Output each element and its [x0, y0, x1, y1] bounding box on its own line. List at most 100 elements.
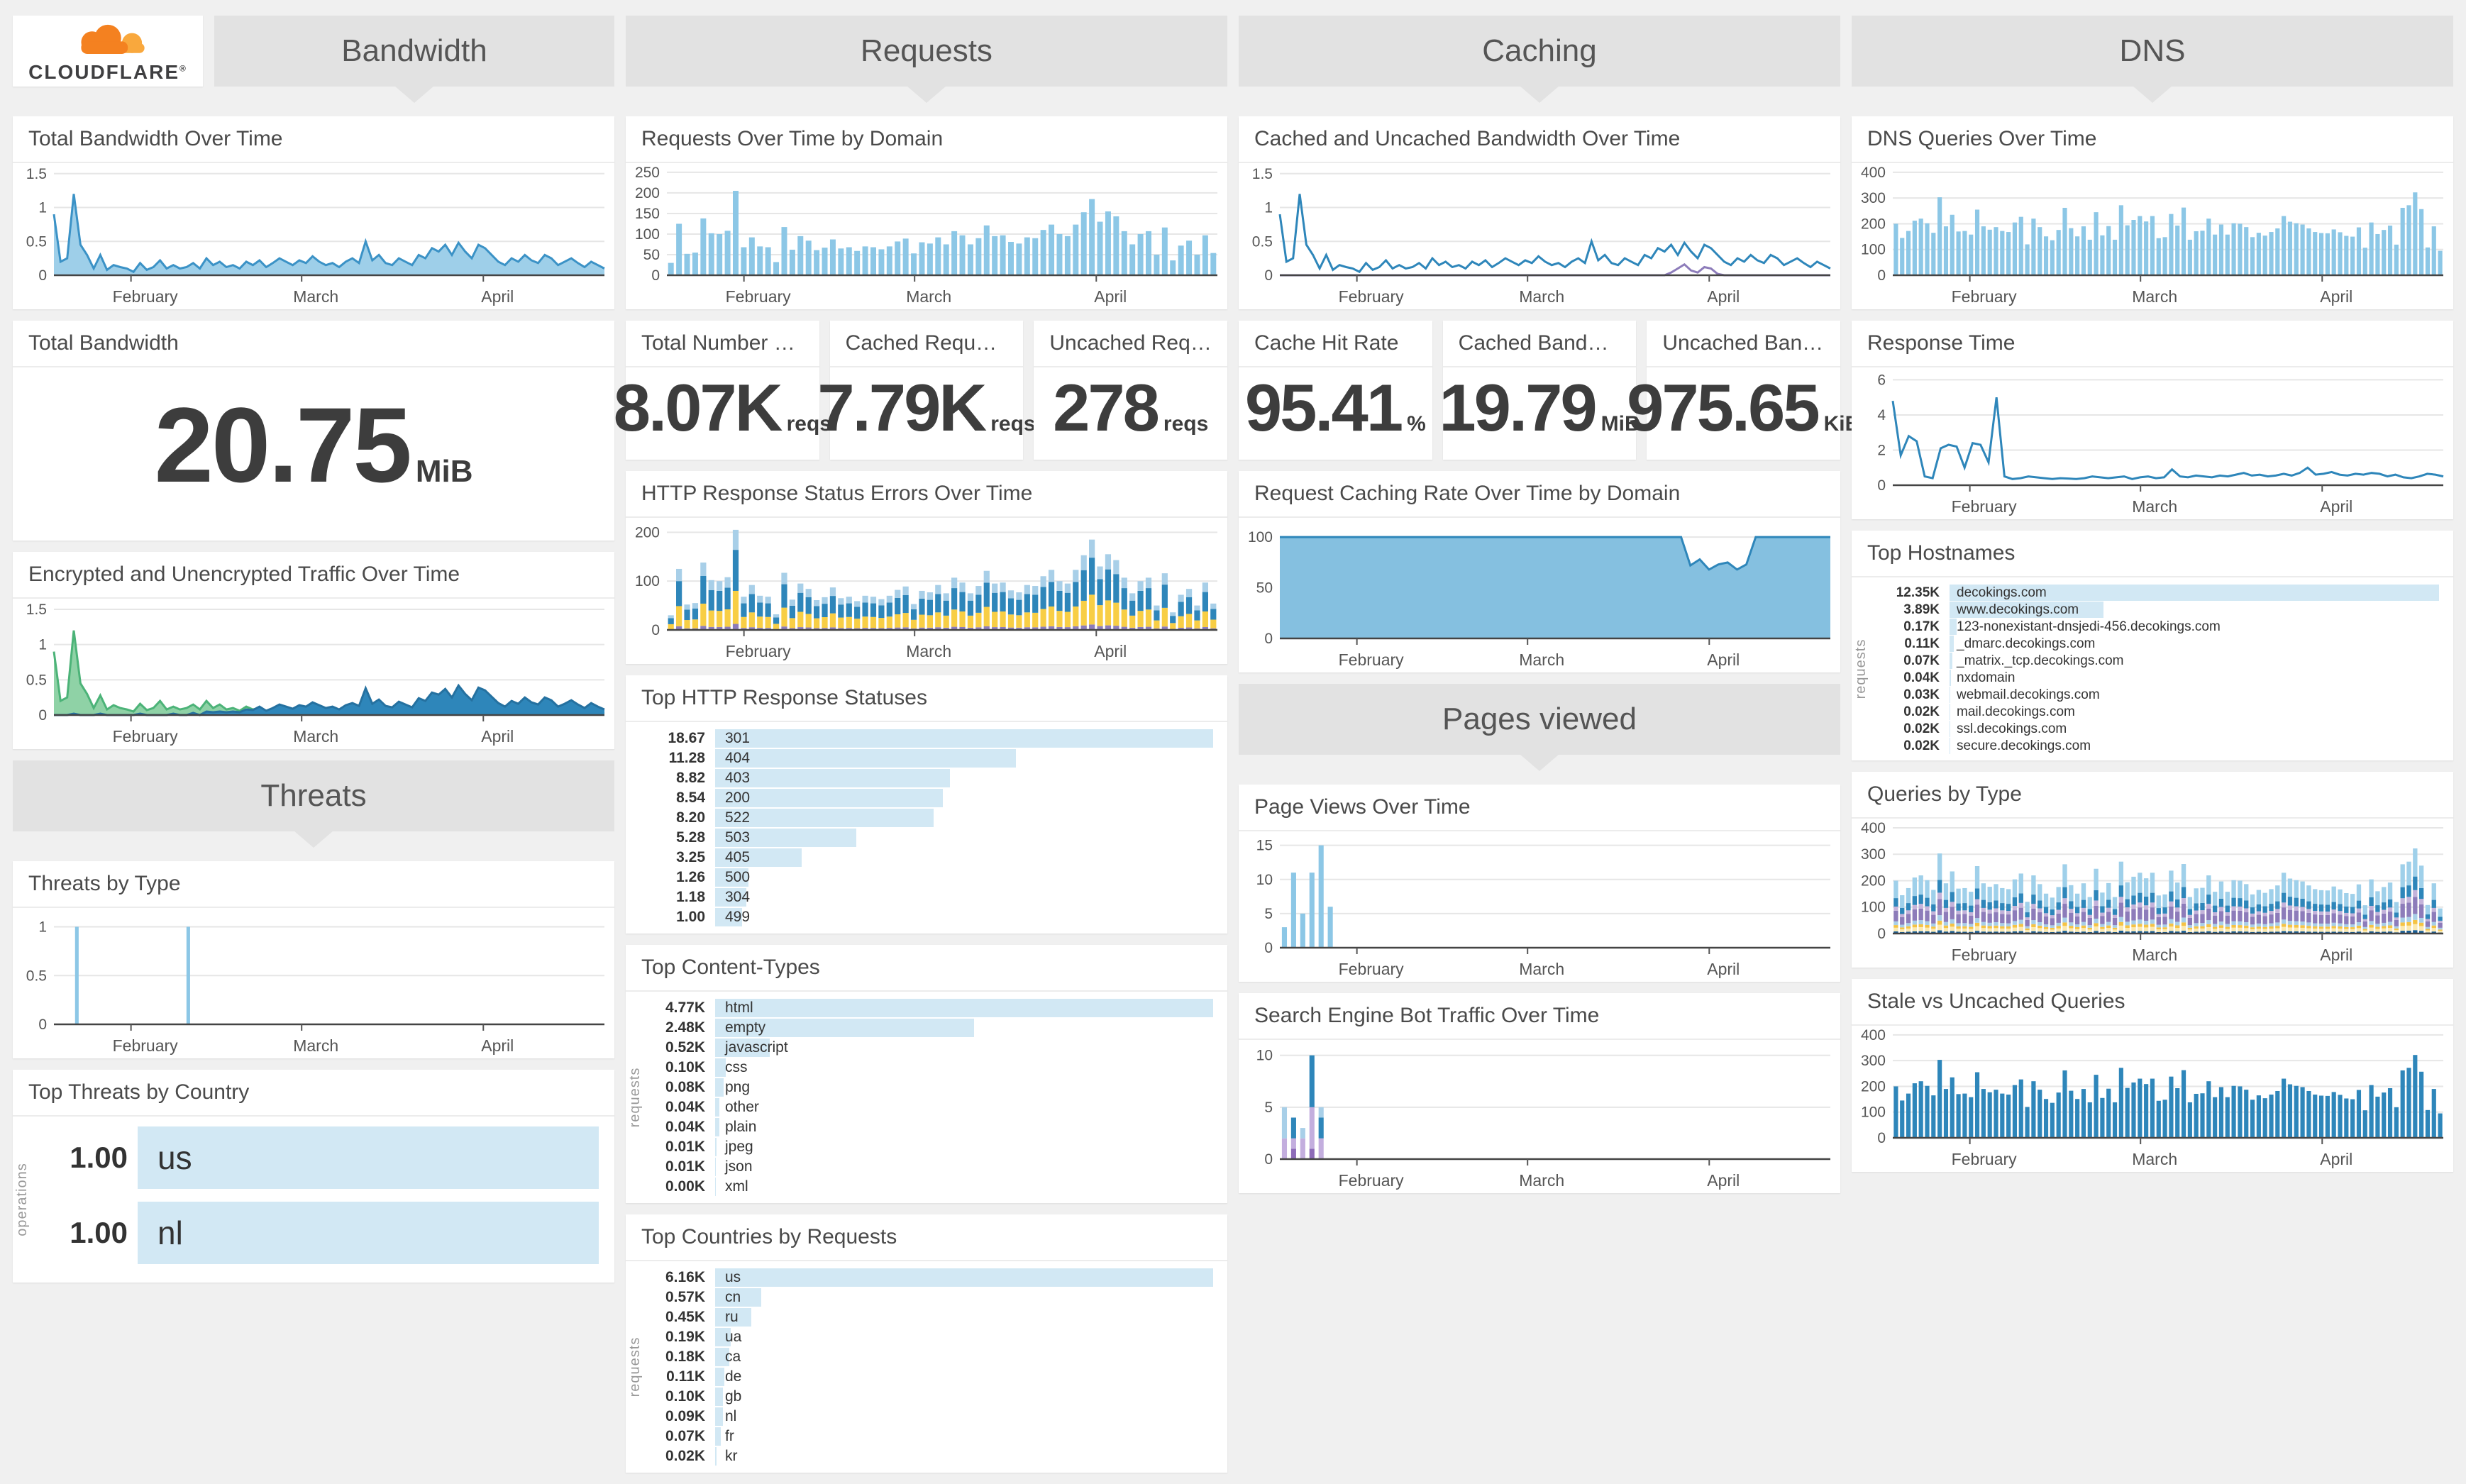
svg-text:100: 100	[1861, 1104, 1886, 1121]
svg-text:February: February	[1952, 1150, 2018, 1168]
list-row[interactable]: 1.18 304	[634, 888, 1213, 907]
list-row-value: 0.07K	[1903, 653, 1940, 668]
list-row[interactable]: 0.10K gb	[634, 1388, 1213, 1406]
top-threats-list: operations 1.00 us 1.00 nl	[13, 1117, 614, 1283]
list-row[interactable]: 0.02K mail.decokings.com	[1860, 704, 2439, 720]
list-row-bar	[715, 868, 749, 887]
list-row[interactable]: 0.04K plain	[634, 1118, 1213, 1136]
panel-queries-by-type: Queries by Type 0 100 200 300 400 February Mar…	[1852, 772, 2453, 968]
list-row[interactable]: 0.02K kr	[634, 1447, 1213, 1466]
panel-encrypted-traffic: Encrypted and Unencrypted Traffic Over T…	[13, 552, 614, 749]
list-row-label: de	[725, 1368, 742, 1385]
list-row[interactable]: 0.01K jpeg	[634, 1138, 1213, 1156]
list-row[interactable]: 8.54 200	[634, 789, 1213, 807]
section-header-label: Threats	[260, 778, 367, 813]
list-row[interactable]: 8.82 403	[634, 769, 1213, 787]
http-errors-chart[interactable]: 0 100 200 February March April	[626, 518, 1227, 664]
list-row[interactable]: 0.03K webmail.decokings.com	[1860, 687, 2439, 703]
svg-text:200: 200	[1861, 873, 1886, 889]
svg-text:200: 200	[635, 185, 660, 201]
svg-text:200: 200	[1861, 1078, 1886, 1095]
list-row[interactable]: 3.25 405	[634, 848, 1213, 867]
list-row[interactable]: 0.11K _dmarc.decokings.com	[1860, 636, 2439, 652]
list-row[interactable]: 12.35K decokings.com	[1860, 585, 2439, 601]
list-row[interactable]: 1.00 nl	[21, 1202, 599, 1264]
list-row-value: 0.10K	[665, 1388, 705, 1405]
list-row-label: cn	[725, 1289, 741, 1305]
panel-title: Total Bandwidth Over Time	[13, 116, 614, 163]
cloudflare-logo[interactable]: CLOUDFLARE®	[13, 16, 203, 87]
list-row[interactable]: 6.16K us	[634, 1268, 1213, 1287]
queries-by-type-chart[interactable]: 0 100 200 300 400 February March April	[1852, 819, 2453, 968]
svg-text:March: March	[1519, 287, 1564, 306]
list-row[interactable]: 0.19K ua	[634, 1328, 1213, 1346]
requests-over-time-chart[interactable]: 0 50 100 150 200 250 February March April	[626, 163, 1227, 309]
list-row[interactable]: 0.57K cn	[634, 1288, 1213, 1307]
section-header-label: Bandwidth	[341, 33, 487, 68]
panel-title: Top Threats by Country	[13, 1070, 614, 1117]
panel-title: Top Content-Types	[626, 945, 1227, 992]
list-row[interactable]: 1.26 500	[634, 868, 1213, 887]
response-time-chart[interactable]: 0 2 4 6 February March April	[1852, 367, 2453, 519]
list-row[interactable]: 8.20 522	[634, 809, 1213, 827]
cached-uncached-bandwidth-chart[interactable]: 0 0.5 1 1.5 February March April	[1239, 163, 1840, 309]
list-row[interactable]: 0.07K _matrix._tcp.decokings.com	[1860, 653, 2439, 669]
dns-queries-chart[interactable]: 0 100 200 300 400 February March April	[1852, 163, 2453, 309]
list-row[interactable]: 4.77K html	[634, 999, 1213, 1017]
list-row[interactable]: 0.17K 123-nonexistant-dnsjedi-456.decokin…	[1860, 619, 2439, 635]
list-row-value: 3.25	[676, 849, 705, 865]
list-row[interactable]: 3.89K www.decokings.com	[1860, 602, 2439, 618]
panel-title: Search Engine Bot Traffic Over Time	[1239, 993, 1840, 1040]
list-row[interactable]: 1.00 499	[634, 908, 1213, 926]
list-row[interactable]: 0.10K css	[634, 1058, 1213, 1077]
list-row-label: png	[725, 1079, 751, 1095]
search-bot-traffic-chart[interactable]: 0 5 10 February March April	[1239, 1040, 1840, 1193]
list-row-value: 8.54	[676, 790, 705, 806]
stat-value: 975.65	[1627, 370, 1820, 445]
svg-text:April: April	[1094, 287, 1127, 306]
list-row[interactable]: 0.45K ru	[634, 1308, 1213, 1327]
list-row[interactable]: 0.07K fr	[634, 1427, 1213, 1446]
list-row-value: 18.67	[668, 730, 705, 746]
svg-text:1: 1	[38, 200, 47, 216]
panel-dns-queries: DNS Queries Over Time 0 100 200 300 400 Febru…	[1852, 116, 2453, 309]
panel-request-caching-rate: Request Caching Rate Over Time by Domain…	[1239, 471, 1840, 672]
stale-uncached-queries-chart[interactable]: 0 100 200 300 400 February March April	[1852, 1026, 2453, 1172]
list-row[interactable]: 0.02K secure.decokings.com	[1860, 738, 2439, 754]
list-row[interactable]: 0.01K json	[634, 1158, 1213, 1176]
list-row[interactable]: 1.00 us	[21, 1126, 599, 1189]
list-row[interactable]: 0.18K ca	[634, 1348, 1213, 1366]
panel-title: Total Bandwidth	[13, 321, 614, 367]
list-row[interactable]: 0.09K nl	[634, 1407, 1213, 1426]
encrypted-traffic-chart[interactable]: 0 0.5 1 1.5 February March April	[13, 599, 614, 749]
requests-column: Requests Requests Over Time by Domain 0 5…	[614, 16, 1228, 1484]
svg-text:April: April	[1707, 650, 1740, 669]
svg-text:2: 2	[1877, 442, 1886, 458]
list-row[interactable]: 0.00K xml	[634, 1178, 1213, 1196]
list-row[interactable]: 0.04K nxdomain	[1860, 670, 2439, 686]
list-row[interactable]: 0.04K other	[634, 1098, 1213, 1117]
top-countries-list: requests 6.16K us 0.57K cn 0.45K ru 0.19K ua 0.18…	[626, 1261, 1227, 1473]
list-row-bar	[1950, 619, 1957, 635]
total-bandwidth-chart[interactable]: 0 0.5 1 1.5 February March April	[13, 163, 614, 309]
list-row[interactable]: 5.28 503	[634, 829, 1213, 847]
request-caching-rate-chart[interactable]: 0 50 100 February March April	[1239, 518, 1840, 672]
list-row[interactable]: 0.52K javascript	[634, 1039, 1213, 1057]
svg-text:100: 100	[1861, 899, 1886, 916]
list-row-bar	[715, 789, 943, 807]
list-row-bar	[715, 809, 934, 827]
stat-unit: reqs	[786, 412, 831, 436]
list-row[interactable]: 0.02K ssl.decokings.com	[1860, 721, 2439, 737]
list-row[interactable]: 0.11K de	[634, 1368, 1213, 1386]
list-row[interactable]: 2.48K empty	[634, 1019, 1213, 1037]
list-row[interactable]: 18.67 301	[634, 729, 1213, 748]
page-views-chart[interactable]: 0 5 10 15 February March April	[1239, 831, 1840, 982]
list-row[interactable]: 0.08K png	[634, 1078, 1213, 1097]
threats-by-type-chart[interactable]: 0 0.5 1 February March April	[13, 908, 614, 1058]
svg-text:10: 10	[1256, 872, 1273, 888]
list-row-value: 1.00	[70, 1141, 128, 1174]
list-row[interactable]: 11.28 404	[634, 749, 1213, 768]
list-row-label: _matrix._tcp.decokings.com	[1957, 653, 2124, 668]
svg-text:0: 0	[1264, 267, 1273, 284]
stat-value: 7.79K	[817, 370, 987, 445]
